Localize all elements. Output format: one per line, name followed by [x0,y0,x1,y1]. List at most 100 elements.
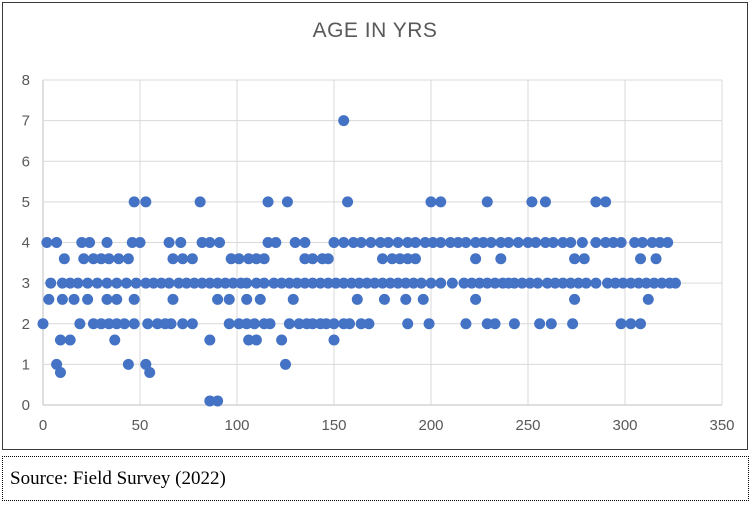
data-point [369,277,381,289]
data-point [328,237,340,248]
data-point [165,318,177,330]
x-tick-label: 300 [612,417,637,434]
data-point [37,318,49,330]
data-point [392,277,404,289]
data-point [503,237,515,248]
data-point [204,334,216,346]
data-point [470,253,482,265]
data-point [576,237,588,248]
data-point [342,196,354,208]
data-point [101,293,113,305]
data-point [287,293,299,305]
data-point [299,277,311,289]
data-point [539,237,551,248]
data-point [662,237,674,248]
data-point [87,318,99,330]
y-tick-label: 3 [22,275,30,292]
y-tick-label: 8 [22,72,30,89]
data-point [84,237,96,248]
data-point [361,277,373,289]
data-point [530,237,542,248]
data-point [347,237,359,248]
data-point [532,277,544,289]
data-point [72,277,84,289]
data-point [175,237,187,248]
data-point [181,277,193,289]
data-point [474,277,485,289]
data-point [375,237,387,248]
data-point [590,237,602,248]
data-point [446,277,458,289]
data-point [101,237,113,248]
x-tick-label: 250 [515,417,540,434]
data-point [435,196,447,208]
data-point [128,196,140,208]
data-point [338,115,350,127]
data-point [470,237,482,248]
data-point [250,253,262,265]
data-point [74,318,86,330]
data-point [142,318,154,330]
data-point [572,277,584,289]
data-point [567,318,579,330]
data-point [427,237,439,248]
data-point [299,237,311,248]
data-point [248,318,260,330]
data-point [382,237,394,248]
data-point [262,196,274,208]
data-point [276,334,288,346]
data-point [87,253,99,265]
data-point [353,277,365,289]
data-point [394,253,406,265]
data-point [177,253,189,265]
data-point [408,277,420,289]
data-point [101,277,113,289]
x-tick-label: 150 [321,417,346,434]
x-tick-label: 0 [39,417,47,434]
data-point [557,237,569,248]
data-point [409,237,421,248]
data-point [545,318,557,330]
data-point [58,253,70,265]
data-point [163,277,175,289]
data-point [122,358,134,370]
data-point [640,277,652,289]
data-point [54,367,66,378]
scatter-plot: 0 1 2 3 4 5 6 7 8 0 50 100 150 200 250 300 350 [22,72,735,434]
data-point [268,277,280,289]
data-point [415,277,427,289]
data-point [264,318,276,330]
data-point [435,237,447,248]
data-point [233,318,245,330]
data-point [204,277,216,289]
y-tick-label: 4 [22,235,30,252]
data-point [225,253,237,265]
data-point [118,318,130,330]
data-point [64,277,76,289]
data-point [602,277,614,289]
data-point [351,293,363,305]
data-point [669,277,681,289]
data-point [646,237,658,248]
data-point [656,277,668,289]
data-point [250,277,262,289]
data-point [128,318,140,330]
y-tick-label: 0 [22,397,30,414]
data-point [82,277,94,289]
data-point [322,253,334,265]
data-point [485,237,497,248]
data-point [258,253,270,265]
data-point [212,277,224,289]
data-point [262,237,274,248]
data-point [64,334,76,346]
data-point [363,318,375,330]
data-point [328,334,340,346]
data-point [173,277,185,289]
data-point [607,237,619,248]
data-point [512,237,524,248]
data-point [344,318,356,330]
data-point [270,237,282,248]
data-point [557,277,569,289]
data-point [565,277,577,289]
